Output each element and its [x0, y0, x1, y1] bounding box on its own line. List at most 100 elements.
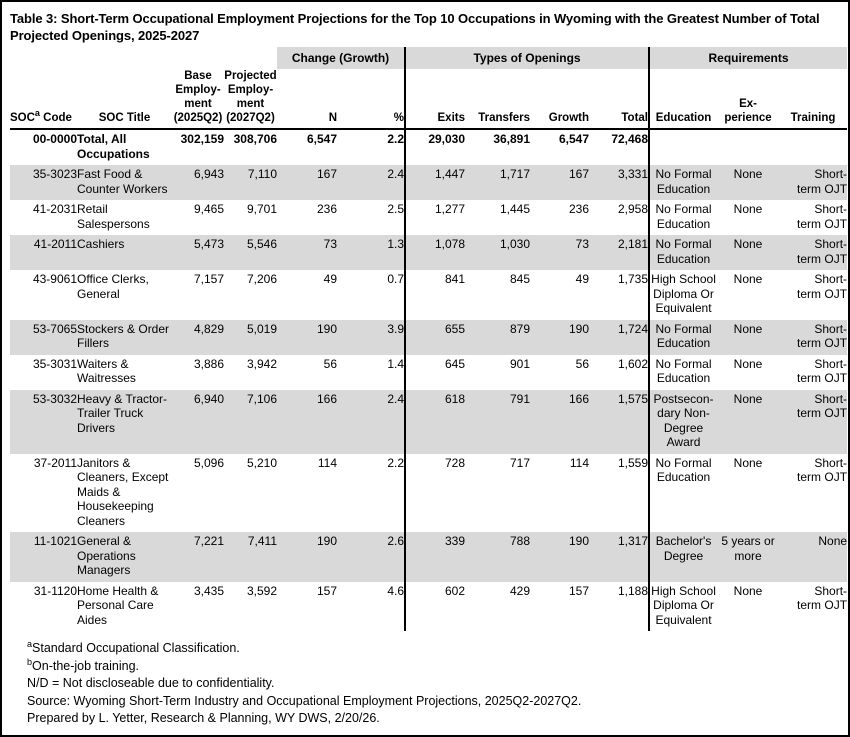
total-cell: 1,559 [617, 455, 649, 470]
header-base-employment: Base Employ- ment (2025Q2) [172, 69, 224, 130]
exits-cell: 728 [404, 453, 466, 532]
change-n-cell: 236 [316, 202, 337, 216]
exits-cell: 1,447 [404, 165, 466, 200]
training-cell: None [779, 532, 848, 582]
transfers-cell: 788 [465, 532, 531, 582]
soc-title-cell: Cashiers [77, 235, 172, 270]
soc-title-cell: Retail Salespersons [77, 202, 150, 231]
group-header-openings: Types of Openings [404, 47, 650, 69]
education-cell: Postsecon­dary Non-Degree Award [648, 389, 718, 454]
experience-cell: None [717, 235, 780, 270]
soc-code-cell: 35-3023 [10, 165, 77, 200]
table-row: 00-0000 Total, All Occupations 302,159 3… [10, 129, 847, 165]
growth-cell: 166 [530, 389, 590, 454]
change-n-cell: 190 [277, 319, 337, 355]
soc-title-cell: Total, All Occupations [77, 132, 150, 161]
training-cell: Short- term OJT [779, 319, 848, 355]
growth-cell: 56 [575, 356, 590, 371]
training-cell [779, 129, 847, 165]
change-pct-cell: 1.4 [387, 356, 405, 371]
base-employment-cell: 6,940 [172, 389, 224, 454]
footnote-text: Standard Occupational Classification. [32, 641, 240, 655]
growth-cell: 114 [569, 455, 590, 470]
footnote-superscript: b [27, 656, 33, 667]
header-soc-code-text: SOC [10, 112, 35, 124]
exits-cell: 841 [404, 270, 466, 320]
projected-employment-cell: 3,592 [246, 583, 277, 598]
projected-employment-cell: 7,206 [246, 272, 277, 286]
projected-employment-cell: 3,942 [246, 356, 277, 371]
base-employment-cell: 5,096 [193, 455, 224, 470]
header-soc-code: SOCa Code [10, 69, 77, 130]
training-cell: Short- term OJT [797, 202, 848, 231]
exits-cell: 1,277 [404, 200, 466, 235]
group-header-blank [10, 47, 277, 69]
projected-employment-cell: 7,106 [224, 389, 277, 454]
base-employment-cell: 302,159 [180, 132, 224, 146]
education-cell: No Formal Education [648, 235, 718, 270]
table-row: 31-1120 Home Health & Personal Care Aide… [10, 581, 847, 631]
growth-cell: 49 [575, 272, 590, 286]
growth-cell: 190 [530, 319, 590, 355]
soc-code-cell: 31-1120 [33, 583, 77, 598]
training-cell: Short- term OJT [797, 356, 848, 386]
soc-title-cell: Office Clerks, General [77, 272, 149, 301]
base-employment-cell: 4,829 [172, 319, 224, 355]
footnote-superscript: a [27, 638, 33, 649]
change-pct-cell: 2.5 [387, 202, 405, 216]
change-pct-cell: 1.3 [337, 235, 406, 270]
group-header-change: Change (Growth) [277, 47, 406, 69]
change-n-cell: 166 [277, 389, 337, 454]
soc-code-cell: 41-2031 [32, 202, 77, 216]
change-pct-cell: 2.6 [337, 532, 406, 582]
training-cell: Short- term OJT [779, 389, 848, 454]
projected-employment-cell: 5,210 [246, 455, 277, 470]
training-cell: Short- term OJT [797, 272, 848, 301]
projected-employment-cell: 5,546 [224, 235, 277, 270]
transfers-cell: 879 [465, 319, 531, 355]
footnote-line: Prepared by L. Yetter, Research & Planni… [27, 710, 844, 728]
soc-code-cell: 43-9061 [32, 272, 77, 286]
header-total: Total [589, 69, 650, 130]
header-soc-code-suffix: Code [39, 112, 72, 124]
footnote-text: Source: Wyoming Short-Term Industry and … [27, 693, 582, 708]
soc-code-cell: 35-3031 [32, 356, 77, 371]
table-row: 35-3023 Fast Food & Counter Workers 6,94… [10, 165, 848, 200]
projected-employment-cell: 7,411 [224, 532, 277, 582]
table-row: 37-2011 Janitors & Cleaners, Except Maid… [10, 453, 847, 532]
experience-cell: None [717, 389, 780, 454]
experience-cell: None [733, 356, 763, 371]
table-row: 53-3032 Heavy & Tractor-Trailer Truck Dr… [10, 389, 848, 454]
soc-code-cell: 53-3032 [10, 389, 77, 454]
table-body: 00-0000 Total, All Occupations 302,159 3… [10, 129, 848, 631]
transfers-cell: 36,891 [493, 132, 531, 146]
change-n-cell: 167 [277, 165, 337, 200]
growth-cell: 190 [530, 532, 590, 582]
soc-title-cell: General & Operations Managers [77, 532, 172, 582]
exits-cell: 29,030 [404, 129, 466, 165]
exits-cell: 602 [404, 581, 466, 631]
change-n-cell: 157 [316, 583, 337, 598]
header-experience: Ex- perience [717, 69, 780, 130]
soc-title-cell: Fast Food & Counter Workers [77, 165, 172, 200]
transfers-cell: 717 [509, 455, 531, 470]
header-training: Training [779, 69, 848, 130]
education-cell [648, 129, 718, 165]
projected-employment-cell: 9,701 [246, 202, 277, 216]
soc-title-cell: Home Health & Personal Care Aides [77, 583, 159, 627]
total-cell: 1,188 [617, 583, 649, 598]
footnote-line: Source: Wyoming Short-Term Industry and … [27, 693, 844, 711]
soc-title-cell: Stockers & Order Fillers [77, 319, 172, 355]
footnote-line: bOn-the-job training. [27, 656, 844, 676]
change-n-cell: 49 [323, 272, 337, 286]
change-pct-cell: 0.7 [387, 272, 405, 286]
transfers-cell: 1,717 [465, 165, 531, 200]
base-employment-cell: 7,157 [193, 272, 224, 286]
transfers-cell: 791 [465, 389, 531, 454]
header-exits: Exits [404, 69, 466, 130]
education-cell: Bachelor's Degree [648, 532, 718, 582]
change-pct-cell: 2.4 [337, 389, 406, 454]
base-employment-cell: 3,435 [193, 583, 224, 598]
total-cell: 1,724 [589, 319, 650, 355]
